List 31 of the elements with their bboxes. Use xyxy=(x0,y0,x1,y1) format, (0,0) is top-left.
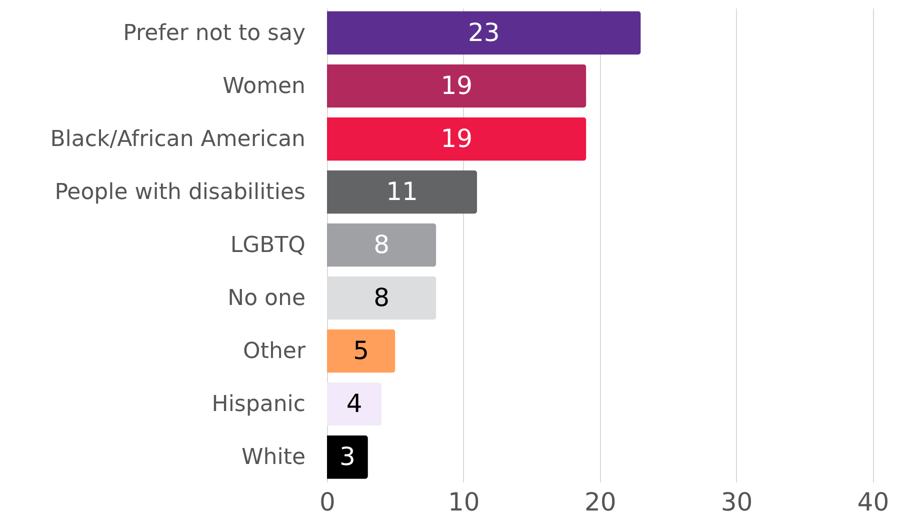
y-tick-label: Hispanic xyxy=(212,392,306,418)
data-label: 8 xyxy=(374,283,390,312)
bar xyxy=(327,170,478,214)
y-tick-label: Other xyxy=(243,339,306,364)
y-tick-label: No one xyxy=(228,286,306,312)
data-label: 19 xyxy=(440,124,473,153)
data-label: 8 xyxy=(374,230,390,259)
bar xyxy=(327,435,368,479)
x-tick-label: 20 xyxy=(584,488,616,516)
y-tick-label: People with disabilities xyxy=(54,180,306,205)
data-label: 11 xyxy=(386,176,418,206)
bar xyxy=(327,64,586,108)
data-label: 23 xyxy=(468,18,500,47)
bar xyxy=(327,223,436,267)
x-tick-label: 40 xyxy=(857,488,890,516)
data-label: 19 xyxy=(440,70,473,100)
x-tick-label: 10 xyxy=(448,488,480,516)
bar xyxy=(327,117,586,161)
data-label: 3 xyxy=(340,442,356,472)
bar xyxy=(327,329,396,373)
x-tick-label: 30 xyxy=(720,488,753,516)
y-tick-label: Black/African American xyxy=(50,126,306,152)
x-tick-label: 0 xyxy=(320,488,336,516)
y-tick-label: White xyxy=(242,445,306,470)
y-tick-label: LGBTQ xyxy=(230,233,306,258)
y-tick-label: Prefer not to say xyxy=(123,20,306,46)
bar xyxy=(327,382,382,426)
y-tick-label: Women xyxy=(222,74,306,99)
data-label: 5 xyxy=(353,336,370,366)
data-label: 4 xyxy=(346,389,362,418)
bar xyxy=(327,11,641,55)
